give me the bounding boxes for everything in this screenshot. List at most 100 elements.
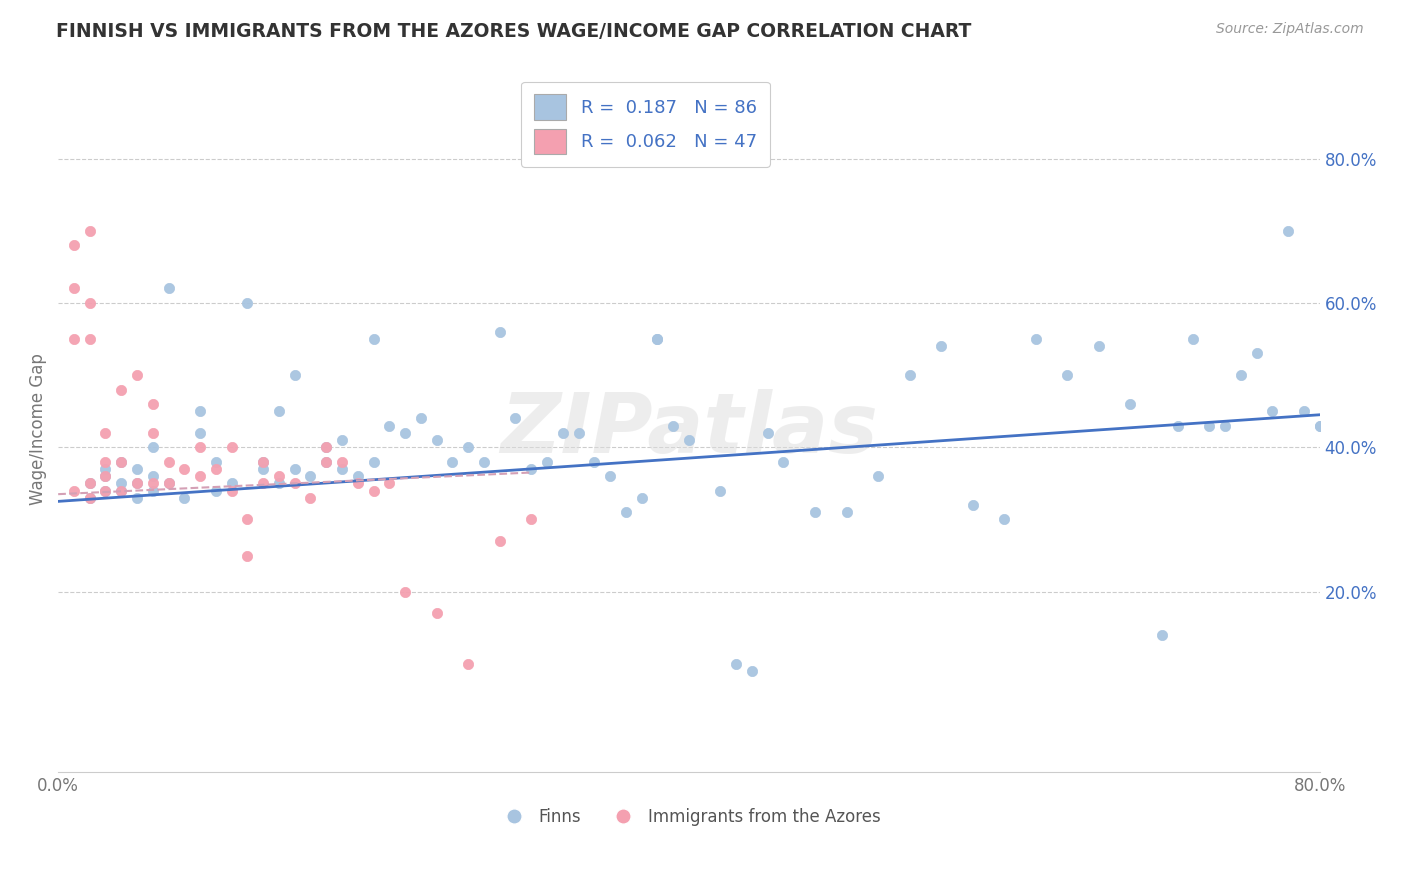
Point: [205, 455, 228, 469]
Point: [125, 462, 148, 476]
Point: [472, 455, 495, 469]
Point: [835, 505, 858, 519]
Point: [252, 455, 274, 469]
Point: [614, 505, 637, 519]
Point: [756, 425, 779, 440]
Point: [142, 425, 165, 440]
Point: [236, 296, 259, 310]
Point: [929, 339, 952, 353]
Point: [284, 476, 307, 491]
Point: [520, 462, 543, 476]
Point: [330, 433, 353, 447]
Point: [378, 476, 401, 491]
Point: [1167, 418, 1189, 433]
Point: [678, 433, 700, 447]
Point: [188, 425, 211, 440]
Point: [394, 425, 416, 440]
Point: [363, 483, 385, 498]
Point: [898, 368, 921, 382]
Point: [79, 476, 101, 491]
Point: [221, 476, 243, 491]
Point: [63, 483, 86, 498]
Point: [142, 440, 165, 454]
Point: [236, 512, 259, 526]
Y-axis label: Wage/Income Gap: Wage/Income Gap: [30, 353, 46, 505]
Point: [315, 440, 337, 454]
Point: [94, 483, 117, 498]
Point: [157, 455, 180, 469]
Point: [630, 491, 652, 505]
Point: [426, 607, 449, 621]
Point: [1056, 368, 1078, 382]
Point: [488, 534, 510, 549]
Point: [804, 505, 827, 519]
Point: [378, 418, 401, 433]
Point: [157, 476, 180, 491]
Point: [299, 491, 322, 505]
Point: [94, 469, 117, 483]
Point: [299, 469, 322, 483]
Point: [94, 462, 117, 476]
Point: [363, 455, 385, 469]
Point: [1309, 418, 1331, 433]
Point: [709, 483, 731, 498]
Point: [252, 476, 274, 491]
Point: [457, 657, 479, 671]
Point: [110, 483, 132, 498]
Point: [236, 549, 259, 563]
Point: [110, 455, 132, 469]
Point: [142, 483, 165, 498]
Point: [205, 483, 228, 498]
Point: [426, 433, 449, 447]
Point: [157, 476, 180, 491]
Point: [346, 476, 368, 491]
Point: [536, 455, 558, 469]
Point: [330, 455, 353, 469]
Point: [125, 476, 148, 491]
Point: [142, 476, 165, 491]
Text: Source: ZipAtlas.com: Source: ZipAtlas.com: [1216, 22, 1364, 37]
Point: [173, 491, 195, 505]
Point: [567, 425, 589, 440]
Point: [363, 332, 385, 346]
Point: [1088, 339, 1111, 353]
Point: [315, 440, 337, 454]
Point: [993, 512, 1015, 526]
Point: [79, 224, 101, 238]
Point: [142, 397, 165, 411]
Text: FINNISH VS IMMIGRANTS FROM THE AZORES WAGE/INCOME GAP CORRELATION CHART: FINNISH VS IMMIGRANTS FROM THE AZORES WA…: [56, 22, 972, 41]
Point: [188, 404, 211, 418]
Point: [962, 498, 984, 512]
Point: [252, 455, 274, 469]
Point: [79, 476, 101, 491]
Point: [1119, 397, 1142, 411]
Point: [346, 469, 368, 483]
Point: [1261, 404, 1284, 418]
Point: [868, 469, 890, 483]
Point: [330, 462, 353, 476]
Point: [63, 281, 86, 295]
Point: [284, 368, 307, 382]
Point: [647, 332, 669, 346]
Point: [125, 368, 148, 382]
Point: [394, 584, 416, 599]
Point: [599, 469, 621, 483]
Point: [142, 469, 165, 483]
Point: [252, 462, 274, 476]
Point: [79, 332, 101, 346]
Point: [221, 440, 243, 454]
Text: ZIPatlas: ZIPatlas: [501, 389, 877, 470]
Point: [284, 462, 307, 476]
Point: [125, 491, 148, 505]
Point: [267, 476, 290, 491]
Point: [1213, 418, 1236, 433]
Legend: Finns, Immigrants from the Azores: Finns, Immigrants from the Azores: [491, 801, 887, 832]
Point: [1182, 332, 1205, 346]
Point: [505, 411, 527, 425]
Point: [488, 325, 510, 339]
Point: [110, 483, 132, 498]
Point: [205, 462, 228, 476]
Point: [315, 455, 337, 469]
Point: [1198, 418, 1220, 433]
Point: [188, 469, 211, 483]
